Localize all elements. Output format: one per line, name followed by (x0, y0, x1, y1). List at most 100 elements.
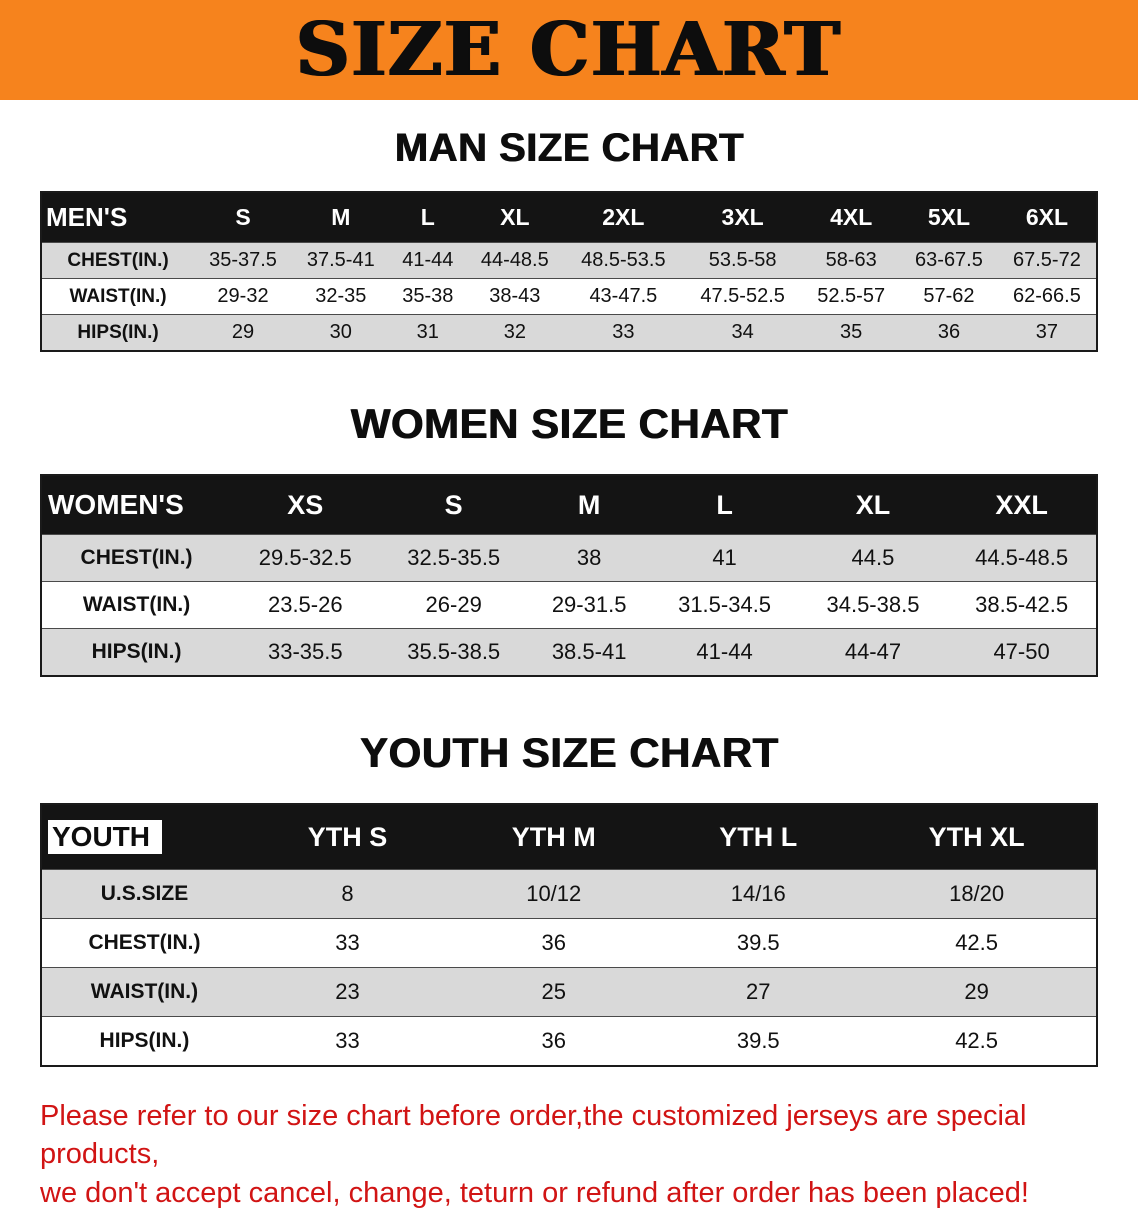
table-corner-label: MEN'S (41, 192, 195, 243)
measurement-value: 33-35.5 (231, 628, 380, 676)
women-size-table-wrap: WOMEN'S XS S M L XL XXL CHEST(IN.) 29.5-32.5 32.5… (40, 474, 1098, 677)
measurement-label: CHEST(IN.) (41, 918, 247, 968)
measurement-value: 52.5-57 (802, 278, 901, 315)
measurement-value: 53.5-58 (683, 242, 803, 279)
table-row: U.S.SIZE 8 10/12 14/16 18/20 (41, 869, 1097, 919)
size-column-header: L (650, 475, 799, 535)
table-row: WAIST(IN.) 29-32 32-35 35-38 38-43 43-47.5 47.… (41, 278, 1097, 315)
measurement-value: 67.5-72 (997, 242, 1097, 279)
measurement-value: 57-62 (900, 278, 998, 315)
youth-section-heading: YOUTH SIZE CHART (359, 729, 779, 776)
measurement-value: 31 (389, 314, 466, 351)
women-size-section: WOMEN SIZE CHART WOMEN'S XS S M L XL XXL CHEST(… (0, 400, 1138, 677)
men-size-table-wrap: MEN'S S M L XL 2XL 3XL 4XL 5XL 6XL CHEST(IN.) 35-37… (40, 191, 1098, 352)
men-size-section: MAN SIZE CHART MEN'S S M L XL 2XL 3XL 4XL 5XL 6XL… (0, 126, 1138, 352)
measurement-value: 29 (857, 967, 1097, 1017)
measurement-value: 41-44 (389, 242, 466, 279)
page-title: SIZE CHART (296, 7, 842, 93)
measurement-value: 44.5-48.5 (947, 534, 1097, 582)
table-corner-label-highlight: YOUTH (48, 820, 162, 854)
size-column-header: XL (798, 475, 948, 535)
measurement-value: 10/12 (448, 869, 660, 919)
measurement-value: 44.5 (798, 534, 948, 582)
men-section-heading: MAN SIZE CHART (394, 126, 744, 170)
measurement-value: 47.5-52.5 (683, 278, 803, 315)
measurement-value: 8 (246, 869, 449, 919)
youth-size-table: YOUTH YTH S YTH M YTH L YTH XL U.S.SIZE 8 10/12… (40, 803, 1098, 1067)
measurement-label: WAIST(IN.) (41, 967, 247, 1017)
women-size-table: WOMEN'S XS S M L XL XXL CHEST(IN.) 29.5-32.5 32.5… (40, 474, 1098, 677)
women-section-heading: WOMEN SIZE CHART (350, 400, 788, 447)
measurement-label: CHEST(IN.) (41, 242, 195, 279)
measurement-value: 35-38 (389, 278, 466, 315)
measurement-value: 33 (563, 314, 683, 351)
measurement-value: 62-66.5 (997, 278, 1097, 315)
table-row: HIPS(IN.) 33 36 39.5 42.5 (41, 1016, 1097, 1066)
youth-size-table-wrap: YOUTH YTH S YTH M YTH L YTH XL U.S.SIZE 8 10/12… (40, 803, 1098, 1067)
measurement-value: 38.5-42.5 (947, 581, 1097, 629)
size-column-header: M (527, 475, 651, 535)
measurement-value: 30 (291, 314, 390, 351)
measurement-value: 38.5-41 (527, 628, 651, 676)
size-column-header: YTH S (246, 804, 449, 870)
table-header-row: WOMEN'S XS S M L XL XXL (41, 475, 1097, 535)
measurement-value: 29 (194, 314, 292, 351)
measurement-value: 32-35 (291, 278, 390, 315)
measurement-value: 36 (900, 314, 998, 351)
table-header-row: MEN'S S M L XL 2XL 3XL 4XL 5XL 6XL (41, 192, 1097, 243)
measurement-value: 47-50 (947, 628, 1097, 676)
table-row: CHEST(IN.) 33 36 39.5 42.5 (41, 918, 1097, 968)
measurement-value: 34 (683, 314, 803, 351)
measurement-value: 34.5-38.5 (798, 581, 948, 629)
measurement-value: 31.5-34.5 (650, 581, 799, 629)
measurement-value: 42.5 (857, 1016, 1097, 1066)
measurement-value: 39.5 (659, 918, 858, 968)
size-column-header: 6XL (997, 192, 1097, 243)
measurement-value: 37.5-41 (291, 242, 390, 279)
table-row: WAIST(IN.) 23 25 27 29 (41, 967, 1097, 1017)
size-column-header: 5XL (900, 192, 998, 243)
measurement-value: 18/20 (857, 869, 1097, 919)
table-corner-label: YOUTH (41, 804, 247, 870)
men-size-table: MEN'S S M L XL 2XL 3XL 4XL 5XL 6XL CHEST(IN.) 35-37… (40, 191, 1098, 352)
banner: SIZE CHART (0, 0, 1138, 100)
measurement-value: 36 (448, 918, 660, 968)
measurement-label: CHEST(IN.) (41, 534, 232, 582)
measurement-value: 29-32 (194, 278, 292, 315)
table-row: HIPS(IN.) 33-35.5 35.5-38.5 38.5-41 41-44 44-… (41, 628, 1097, 676)
measurement-value: 41 (650, 534, 799, 582)
measurement-value: 35 (802, 314, 901, 351)
table-row: HIPS(IN.) 29 30 31 32 33 34 35 36 37 (41, 314, 1097, 351)
measurement-label: WAIST(IN.) (41, 278, 195, 315)
size-column-header: S (194, 192, 292, 243)
size-column-header: M (291, 192, 390, 243)
size-column-header: XS (231, 475, 380, 535)
size-column-header: YTH XL (857, 804, 1097, 870)
disclaimer-line-1: Please refer to our size chart before or… (40, 1100, 1027, 1171)
measurement-value: 43-47.5 (563, 278, 683, 315)
size-charts: MAN SIZE CHART MEN'S S M L XL 2XL 3XL 4XL 5XL 6XL… (0, 126, 1138, 1067)
measurement-value: 29.5-32.5 (231, 534, 380, 582)
size-column-header: YTH L (659, 804, 858, 870)
measurement-label: U.S.SIZE (41, 869, 247, 919)
measurement-value: 39.5 (659, 1016, 858, 1066)
measurement-value: 44-48.5 (465, 242, 564, 279)
measurement-value: 23.5-26 (231, 581, 380, 629)
table-row: WAIST(IN.) 23.5-26 26-29 29-31.5 31.5-34.5 34… (41, 581, 1097, 629)
measurement-label: HIPS(IN.) (41, 314, 195, 351)
measurement-value: 41-44 (650, 628, 799, 676)
measurement-value: 23 (246, 967, 449, 1017)
measurement-value: 32 (465, 314, 564, 351)
size-column-header: S (379, 475, 528, 535)
measurement-value: 33 (246, 1016, 449, 1066)
measurement-label: HIPS(IN.) (41, 1016, 247, 1066)
measurement-value: 37 (997, 314, 1097, 351)
measurement-value: 26-29 (379, 581, 528, 629)
measurement-value: 29-31.5 (527, 581, 651, 629)
measurement-value: 36 (448, 1016, 660, 1066)
table-row: CHEST(IN.) 35-37.5 37.5-41 41-44 44-48.5 48.5… (41, 242, 1097, 279)
measurement-value: 58-63 (802, 242, 901, 279)
table-header-row: YOUTH YTH S YTH M YTH L YTH XL (41, 804, 1097, 870)
measurement-value: 48.5-53.5 (563, 242, 683, 279)
measurement-value: 63-67.5 (900, 242, 998, 279)
